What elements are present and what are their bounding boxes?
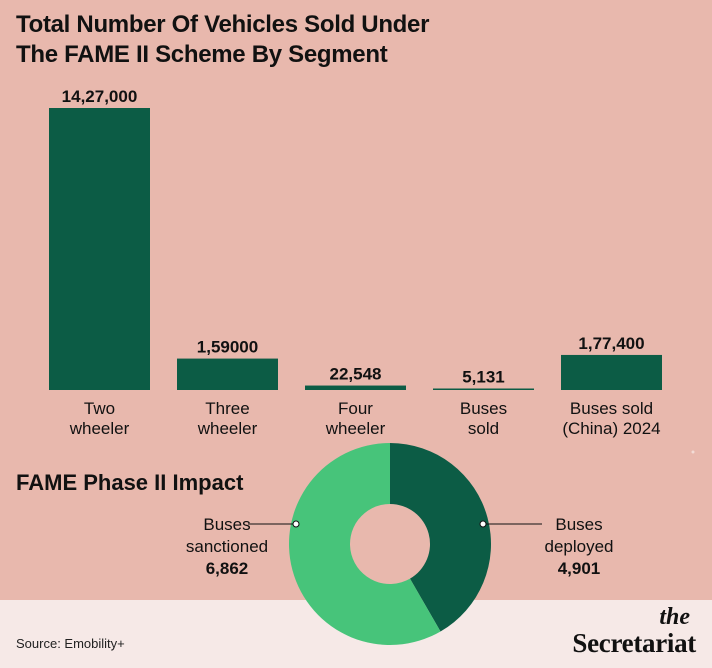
category-label-2-1: wheeler [325,419,386,438]
donut-slice-1 [288,443,441,645]
callout-sanctioned-line2: sanctioned [185,537,269,556]
bar-0 [49,108,150,390]
chart-title-line-1: Total Number Of Vehicles Sold Under [16,11,430,38]
callout-deployed: Buses deployed 4,901 [524,514,634,580]
category-label-4-0: Buses sold [570,399,653,418]
bar-1 [177,358,278,390]
category-label-0-1: wheeler [69,419,130,438]
edge-dot [691,450,695,454]
donut-title: FAME Phase II Impact [16,470,244,495]
brand-logo-the: the [659,604,690,630]
bar-2 [305,385,406,390]
bar-value-label-2: 22,548 [330,365,382,384]
brand-logo: the Secretariat [572,604,696,658]
donut-slice-0 [390,443,491,632]
bar-value-label-4: 1,77,400 [578,334,644,353]
bar-value-label-3: 5,131 [462,368,505,387]
leader-dot-deployed [479,520,487,528]
callout-deployed-value: 4,901 [557,559,601,578]
bar-value-label-0: 14,27,000 [62,87,138,106]
callout-deployed-line1: Buses [555,515,603,534]
chart-title-line-2: The FAME II Scheme By Segment [16,41,388,68]
bar-chart: 14,27,000Twowheeler1,59000Threewheeler22… [49,87,695,454]
chart-title: Total Number Of Vehicles Sold Under The … [16,10,429,70]
bar-value-label-1: 1,59000 [197,338,258,357]
bar-4 [561,354,662,390]
callout-sanctioned-line1: Buses [203,515,251,534]
callout-sanctioned: Buses sanctioned 6,862 [172,514,282,580]
source-note: Source: Emobility+ [16,636,125,651]
callout-deployed-line2: deployed [544,537,614,556]
brand-logo-name: Secretariat [572,628,696,658]
category-label-3-0: Buses [460,399,507,418]
bar-3 [433,388,534,390]
category-label-4-1: (China) 2024 [562,419,660,438]
category-label-0-0: Two [84,399,115,418]
category-label-2-0: Four [338,399,373,418]
category-label-3-1: sold [468,419,499,438]
leader-dot-sanctioned [292,520,300,528]
category-label-1-1: wheeler [197,419,258,438]
category-label-1-0: Three [205,399,249,418]
callout-sanctioned-value: 6,862 [205,559,249,578]
